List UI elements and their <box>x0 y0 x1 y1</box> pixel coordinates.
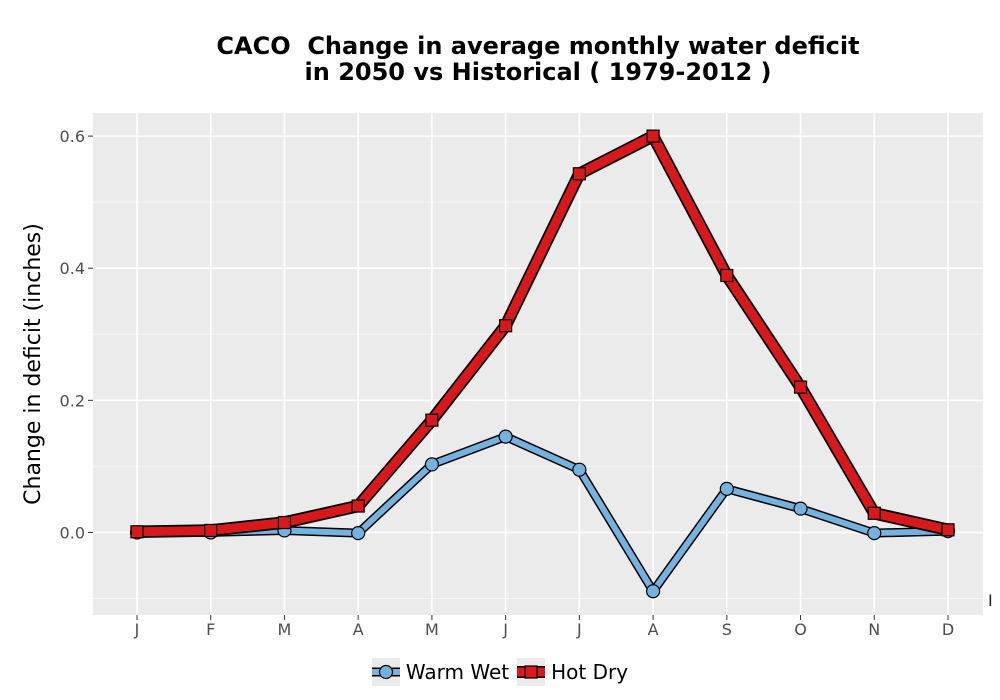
edge-annotation: I <box>988 591 993 610</box>
x-tick-label: J <box>502 620 508 639</box>
major-grid <box>93 113 983 615</box>
data-point <box>572 167 586 181</box>
legend-label-warm-wet: Warm Wet <box>405 660 510 684</box>
chart-title-line-1: CACO Change in average monthly water def… <box>216 32 860 60</box>
data-point <box>277 515 292 530</box>
data-point <box>793 380 808 394</box>
legend-label-hot-dry: Hot Dry <box>551 660 629 684</box>
y-tick-label: 0.4 <box>60 259 85 278</box>
y-axis-label: Change in deficit (inches) <box>21 223 46 505</box>
x-tick-label: J <box>576 620 582 639</box>
data-point <box>867 506 881 520</box>
y-tick-label: 0.0 <box>60 523 85 542</box>
y-tick-label: 0.2 <box>60 391 85 410</box>
x-tick-label: F <box>206 620 215 639</box>
y-tick-label: 0.6 <box>60 127 85 146</box>
data-point <box>498 429 513 444</box>
plot-panel <box>93 113 983 615</box>
x-tick-label: S <box>722 620 732 639</box>
legend-key-warm-wet <box>371 658 400 686</box>
x-tick-label: A <box>353 620 364 639</box>
data-point <box>204 523 218 538</box>
series-line <box>132 131 953 537</box>
series-layer <box>129 129 956 599</box>
x-tick-label: J <box>134 620 140 639</box>
x-tick-label: M <box>278 620 292 639</box>
data-point <box>646 129 660 143</box>
data-point <box>425 413 439 427</box>
data-point <box>351 499 365 513</box>
data-point <box>424 457 440 472</box>
data-point <box>941 523 955 537</box>
series-line <box>134 433 951 595</box>
data-point <box>867 525 882 541</box>
data-point <box>572 462 587 477</box>
x-tick-label: N <box>868 620 880 639</box>
data-point <box>719 481 734 496</box>
series-hot-dry <box>130 129 955 539</box>
legend: Warm Wet Hot Dry <box>0 658 1000 686</box>
x-tick-label: A <box>648 620 659 639</box>
minor-grid <box>93 201 983 599</box>
y-axis: 0.0 0.2 0.4 0.6 <box>60 127 93 542</box>
x-tick-label: O <box>794 620 807 639</box>
data-point <box>645 584 661 599</box>
chart-title-line-2: in 2050 vs Historical ( 1979-2012 ) <box>304 58 772 86</box>
legend-item-hot-dry: Hot Dry <box>517 658 628 686</box>
data-point <box>130 525 144 539</box>
legend-key-hot-dry <box>517 658 546 686</box>
x-tick-label: D <box>942 620 954 639</box>
data-point <box>720 268 734 283</box>
data-point <box>793 501 808 516</box>
data-point <box>499 319 513 333</box>
legend-item-warm-wet: Warm Wet <box>371 658 510 686</box>
data-point <box>351 525 366 541</box>
x-tick-label: M <box>425 620 439 639</box>
